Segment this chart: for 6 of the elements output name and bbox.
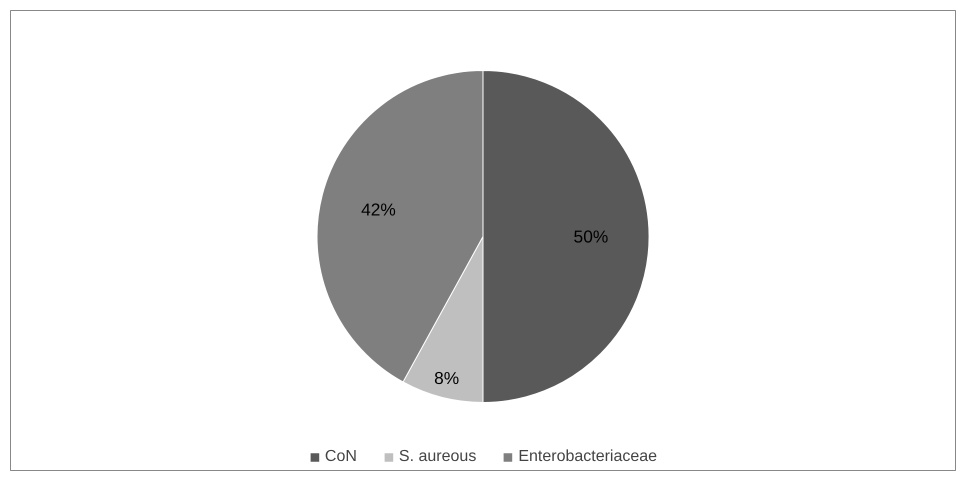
legend-label: S. aureous: [398, 448, 476, 466]
legend-label: CoN: [324, 448, 357, 466]
data-label: 50%: [574, 226, 608, 246]
data-label: 42%: [361, 200, 396, 220]
data-label: 8%: [434, 368, 460, 388]
legend-label: Enterobacteriaceae: [518, 448, 658, 466]
